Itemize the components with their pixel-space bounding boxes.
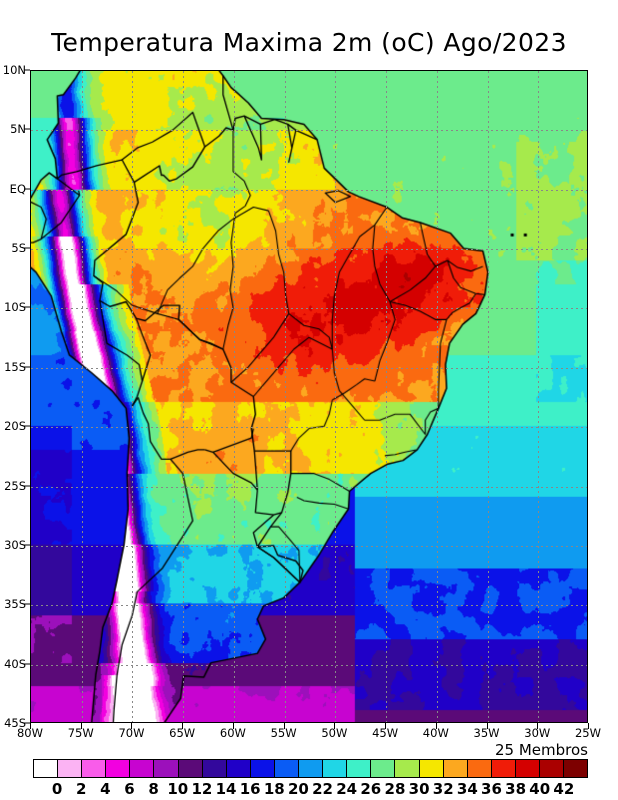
colorbar-tick-label: 2 [76, 780, 87, 798]
y-axis-label: 30S [4, 537, 26, 552]
colorbar-tick-label: 14 [215, 780, 237, 798]
colorbar-swatch [371, 760, 396, 777]
y-axis-tick [24, 69, 30, 71]
x-axis-tick [334, 723, 336, 729]
colorbar-tick-label: 40 [529, 780, 551, 798]
colorbar-tick-label: 34 [456, 780, 478, 798]
y-axis-tick [24, 663, 30, 665]
y-axis-tick [24, 544, 30, 546]
y-axis-tick [24, 128, 30, 130]
colorbar-tick-label: 12 [191, 780, 213, 798]
colorbar-swatch [491, 760, 516, 777]
y-axis-label: EQ [9, 181, 26, 196]
colorbar-swatch [299, 760, 324, 777]
y-axis-label: 10S [4, 300, 26, 315]
colorbar-swatch [323, 760, 348, 777]
colorbar-swatch [347, 760, 372, 777]
colorbar-swatch [226, 760, 251, 777]
colorbar-tick-label: 30 [408, 780, 430, 798]
x-axis-tick [283, 723, 285, 729]
colorbar-swatch [467, 760, 492, 777]
x-axis-tick [588, 723, 589, 729]
colorbar-swatch [250, 760, 275, 777]
x-axis-label: 65W [169, 726, 196, 740]
x-axis-label: 45W [372, 726, 399, 740]
colorbar-swatch [106, 760, 131, 777]
y-axis-label: 45S [4, 716, 26, 730]
x-axis-label: 80W [16, 726, 44, 740]
colorbar-tick-label: 0 [51, 780, 63, 798]
x-axis-label: 40W [422, 726, 449, 740]
colorbar-tick-label: 8 [148, 780, 159, 798]
x-axis-label: 50W [321, 726, 348, 740]
y-axis-tick [24, 722, 30, 724]
page-title: Temperatura Maxima 2m (oC) Ago/2023 [51, 28, 567, 57]
map-plot-area [30, 70, 588, 723]
y-axis-tick [24, 188, 30, 190]
colorbar-swatch [58, 760, 83, 777]
y-axis-label: 40S [4, 656, 26, 671]
colorbar-tick-label: 24 [336, 780, 358, 798]
colorbar-swatch [34, 760, 59, 777]
x-axis-tick [435, 723, 437, 729]
colorbar-tick-label: 20 [287, 780, 309, 798]
x-axis-label: 25W [574, 726, 602, 740]
colorbar-tick-label: 18 [263, 780, 285, 798]
colorbar-tick-label: 6 [124, 780, 135, 798]
colorbar-swatch [154, 760, 179, 777]
temperature-contour-map [31, 71, 587, 722]
y-axis-label: 10N [2, 63, 26, 77]
y-axis-tick [24, 366, 30, 368]
colorbar-tick-label: 42 [553, 780, 575, 798]
y-axis-label: 5S [11, 241, 26, 256]
colorbar-tick-label: 38 [505, 780, 527, 798]
y-axis-label: 5N [10, 122, 26, 137]
colorbar-tick-label: 36 [481, 780, 502, 798]
colorbar-swatch [178, 760, 203, 777]
colorbar-swatch [395, 760, 420, 777]
ensemble-members-label: 25 Membros [495, 741, 588, 759]
y-axis-label: 25S [4, 478, 26, 493]
y-axis-label: 35S [4, 597, 26, 612]
colorbar-swatch [202, 760, 227, 777]
colorbar-swatch [515, 760, 540, 777]
x-axis-tick [30, 723, 31, 729]
colorbar-swatch [274, 760, 300, 777]
colorbar-tick-label: 26 [360, 780, 382, 798]
colorbar-tick-label: 10 [167, 780, 189, 798]
x-axis-tick [232, 723, 234, 729]
colorbar-swatch [539, 760, 565, 777]
y-axis-tick [24, 485, 30, 487]
colorbar-swatch [82, 760, 107, 777]
colorbar-swatch [419, 760, 444, 777]
x-axis-label: 30W [524, 726, 551, 740]
x-axis-tick [537, 723, 539, 729]
x-axis-tick [131, 723, 133, 729]
y-axis-tick [24, 247, 30, 249]
x-axis-label: 75W [67, 726, 94, 740]
x-axis-label: 35W [473, 726, 500, 740]
y-axis-tick [24, 425, 30, 427]
x-axis-label: 70W [118, 726, 145, 740]
y-axis-label: 20S [4, 419, 26, 434]
x-axis-tick [80, 723, 82, 729]
colorbar-swatch [443, 760, 468, 777]
colorbar-swatch [564, 760, 588, 777]
temperature-colorbar [33, 759, 588, 778]
y-axis-tick [24, 603, 30, 605]
x-axis-tick [385, 723, 387, 729]
colorbar-tick-label: 22 [312, 780, 333, 798]
colorbar-tick-label: 4 [100, 780, 111, 798]
x-axis-tick [182, 723, 184, 729]
x-axis-tick [486, 723, 488, 729]
colorbar-tick-label: 32 [432, 780, 454, 798]
colorbar-swatch [130, 760, 155, 777]
y-axis-tick [24, 306, 30, 308]
x-axis-label: 60W [219, 726, 246, 740]
colorbar-tick-label: 16 [239, 780, 261, 798]
colorbar-tick-label: 28 [384, 780, 406, 798]
x-axis-label: 55W [270, 726, 297, 740]
y-axis-label: 15S [4, 359, 26, 374]
